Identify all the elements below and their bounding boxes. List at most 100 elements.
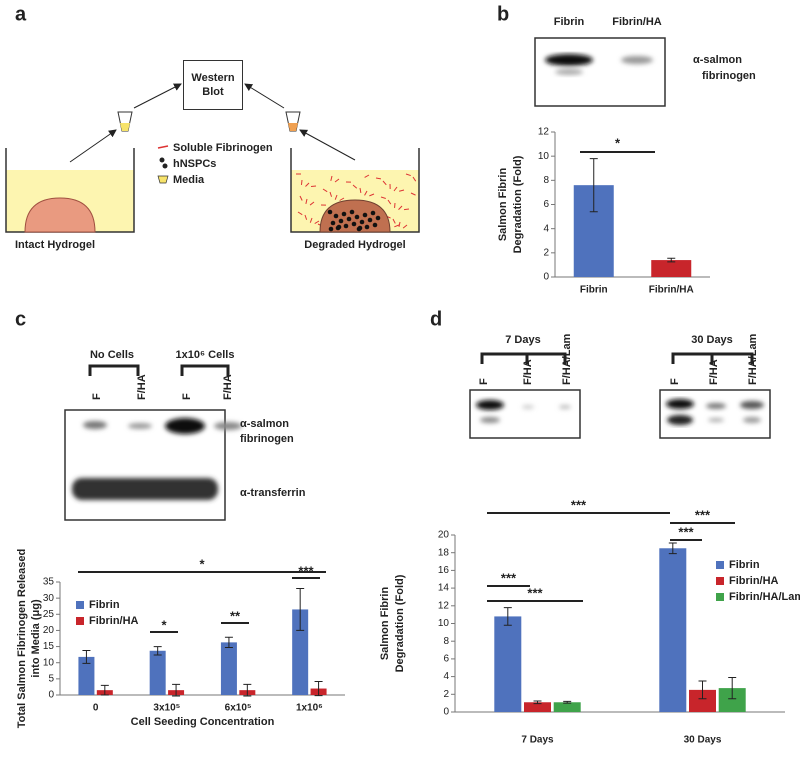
bar [524, 702, 551, 712]
y-tick-label: 35 [43, 577, 55, 588]
bands [476, 399, 764, 425]
legend-swatch [76, 617, 84, 625]
error-bar [243, 683, 252, 697]
fragment [304, 214, 308, 220]
y-tick-label: 18 [438, 547, 450, 558]
significance-label: * [615, 135, 621, 150]
fragment [334, 178, 340, 183]
x-tick-label: 30 Days [684, 735, 722, 746]
fragment [399, 189, 405, 192]
error-bar [589, 158, 598, 213]
fragment [334, 194, 338, 200]
significance-label: *** [571, 497, 587, 512]
cell [327, 209, 333, 215]
fragment [352, 184, 358, 189]
fragment [297, 211, 303, 216]
legend-swatch [159, 157, 165, 163]
bands [72, 418, 242, 500]
error-bar [153, 646, 162, 656]
bar [149, 650, 166, 695]
bar [220, 642, 237, 695]
fragment [305, 198, 308, 204]
panel-label: a [15, 3, 27, 25]
y-tick-label: 5 [48, 673, 54, 684]
hydrogel [24, 197, 96, 233]
cell [346, 216, 352, 222]
bar [689, 689, 716, 712]
lane-label: Fibrin [554, 16, 585, 28]
antibody-label: α-transferrin [240, 487, 306, 499]
legend-text: Fibrin [89, 599, 120, 611]
lane-label: F/HA [222, 374, 234, 400]
error-bar [668, 542, 677, 555]
fragment [339, 197, 345, 201]
fragment [410, 192, 416, 196]
antibody-label: α-salmon [240, 418, 289, 430]
legend-text: Fibrin/HA [89, 615, 139, 627]
panel-label: c [15, 308, 26, 330]
fragment [387, 199, 392, 205]
significance-label: *** [695, 507, 711, 522]
y-tick-label: 25 [43, 609, 55, 620]
lane-label: F [669, 378, 681, 385]
arrow [69, 129, 117, 163]
y-tick-label: 30 [43, 593, 55, 604]
significance-label: *** [678, 524, 694, 539]
legend-swatch [716, 593, 724, 601]
legend-swatch [716, 561, 724, 569]
cell [364, 224, 370, 230]
lane-label: F/HA [522, 359, 534, 385]
fragment [309, 201, 315, 206]
legend-text: Fibrin/HA [729, 575, 779, 587]
error-bar [563, 700, 572, 704]
fragment [412, 176, 417, 182]
lane-label: F [181, 393, 193, 400]
arrow [244, 83, 285, 109]
error-bar [82, 649, 91, 664]
error-bar [698, 680, 707, 700]
y-tick-label: 4 [543, 223, 549, 234]
error-bar [172, 683, 181, 697]
y-tick-label: 6 [543, 199, 549, 210]
cell [336, 224, 342, 230]
significance-label: *** [298, 563, 314, 578]
lane-labels: F F/HA F F/HA [91, 374, 234, 400]
significance-label: *** [527, 585, 543, 600]
group-label: 30 Days [691, 334, 733, 346]
y-tick-label: 8 [543, 175, 549, 186]
error-bar [667, 257, 676, 263]
cell [343, 223, 349, 229]
y-axis-label: Degradation (Fold) [512, 155, 524, 253]
cell [362, 212, 368, 218]
cell [349, 209, 355, 215]
y-tick-label: 20 [438, 530, 450, 541]
y-tick-label: 10 [538, 151, 550, 162]
y-tick-label: 10 [438, 618, 450, 629]
fragment [364, 190, 368, 196]
blot [469, 389, 581, 439]
y-tick-label: 0 [443, 707, 449, 718]
y-tick-label: 12 [538, 127, 550, 138]
cell [359, 219, 365, 225]
panel-label: d [430, 308, 442, 330]
lane-label: F [478, 378, 490, 385]
fragment [369, 193, 375, 197]
cell [338, 218, 344, 224]
significance-label: * [199, 556, 205, 571]
well-label: Degraded Hydrogel [304, 239, 405, 251]
y-tick-label: 0 [543, 272, 549, 283]
cell [370, 210, 376, 216]
x-tick-label: Fibrin/HA [649, 285, 694, 296]
x-tick-label: 0 [93, 703, 99, 714]
error-bar [503, 607, 512, 626]
y-axis-label: Salmon Fibrin [497, 168, 509, 242]
cell [375, 215, 381, 221]
y-tick-label: 10 [43, 657, 55, 668]
y-axis-label: Salmon Fibrin [379, 587, 391, 661]
bar [718, 688, 746, 712]
fragment [393, 186, 398, 192]
lane-label: F/HA [136, 374, 148, 400]
significance-label: *** [501, 570, 517, 585]
